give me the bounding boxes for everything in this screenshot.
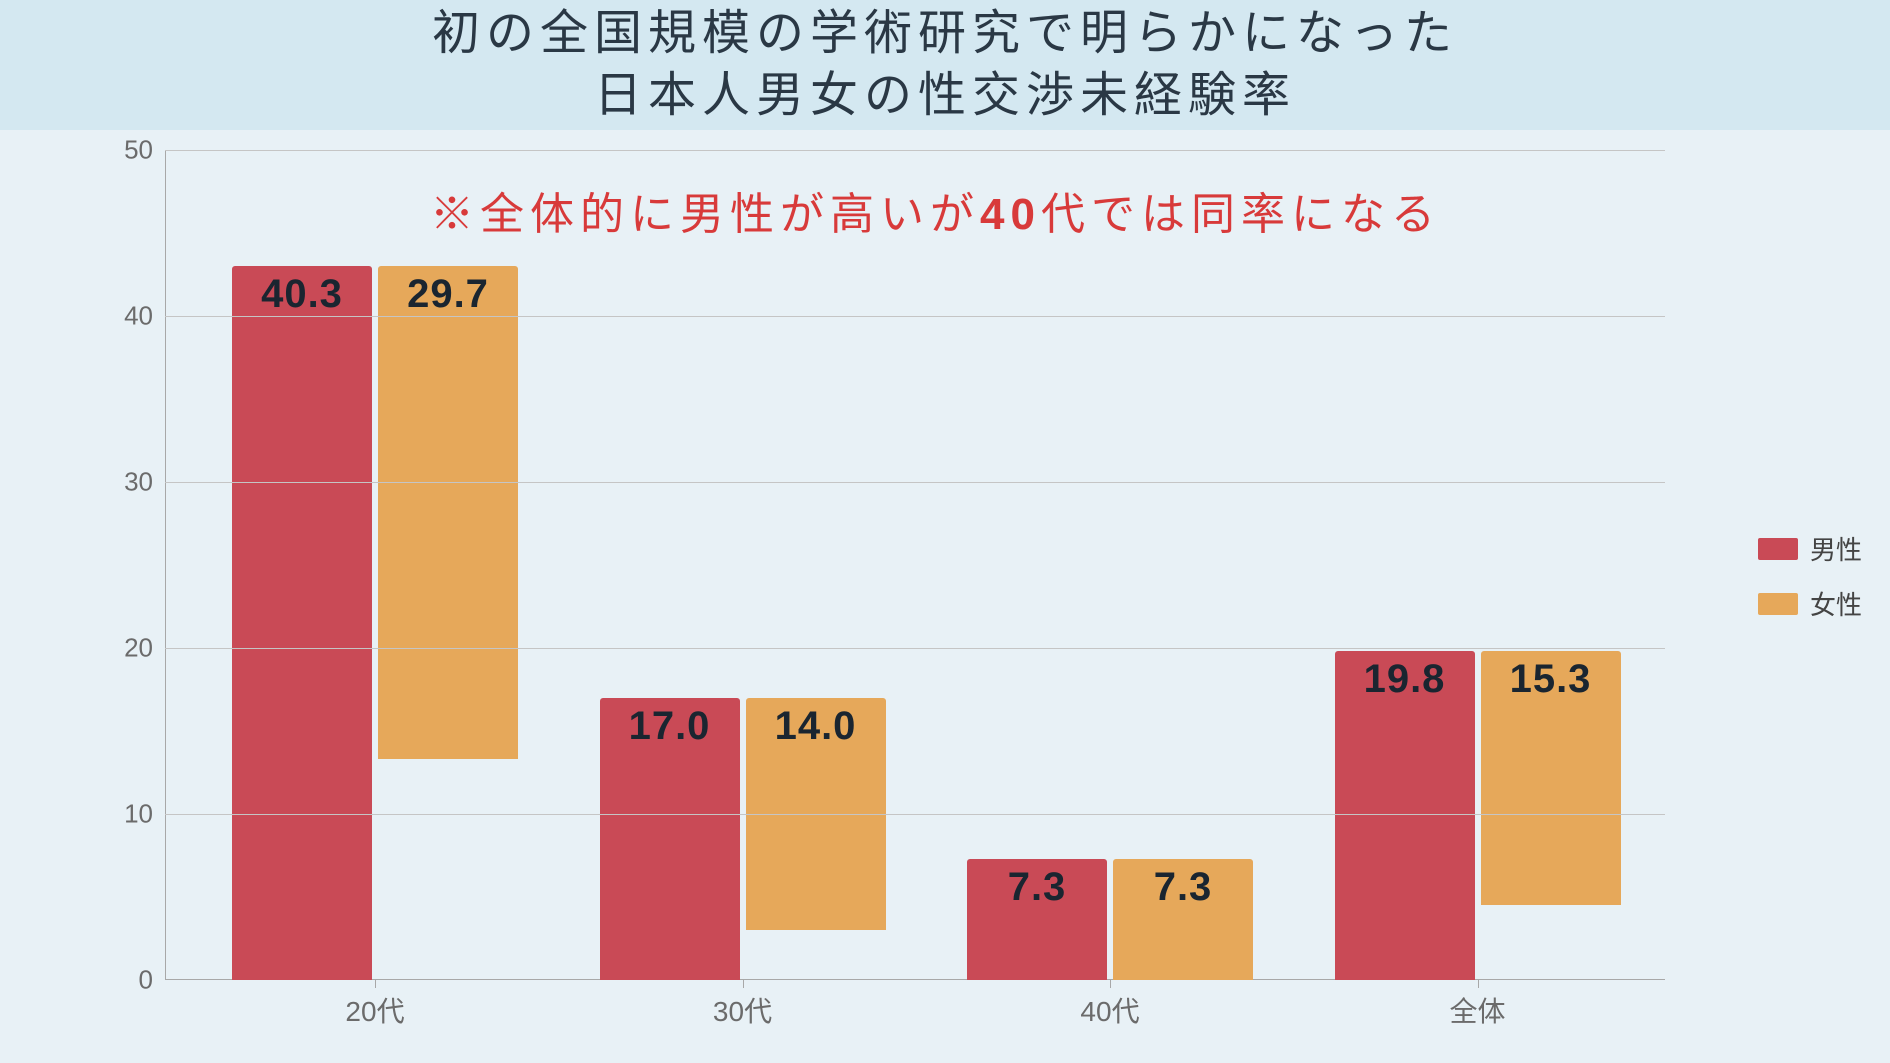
bar-value-label: 7.3	[1154, 865, 1213, 910]
x-axis-label: 30代	[713, 990, 772, 1030]
legend-label: 女性	[1810, 585, 1862, 622]
bar: 19.8	[1335, 651, 1475, 980]
bar-group: 7.3 7.3	[967, 859, 1253, 980]
legend-label: 男性	[1810, 530, 1862, 567]
bar: 29.7	[378, 266, 518, 759]
title-line-1: 初の全国規模の学術研究で明らかになった	[432, 7, 1458, 60]
bar: 17.0	[600, 698, 740, 980]
y-tick-label: 30	[124, 467, 153, 498]
x-tick	[1478, 980, 1479, 988]
bar-value-label: 7.3	[1008, 865, 1067, 910]
x-tick	[375, 980, 376, 988]
y-axis: 01020304050	[105, 150, 165, 980]
grid-line	[165, 482, 1665, 483]
y-tick-label: 0	[139, 965, 153, 996]
legend-item: 女性	[1758, 585, 1862, 622]
bar: 40.3	[232, 266, 372, 980]
y-tick-label: 10	[124, 799, 153, 830]
legend-swatch	[1758, 538, 1798, 560]
chart-title: 初の全国規模の学術研究で明らかになった 日本人男女の性交渉未経験率	[432, 3, 1458, 128]
grid-line	[165, 150, 1665, 151]
bar-value-label: 19.8	[1364, 657, 1446, 702]
x-axis-label: 全体	[1449, 990, 1505, 1030]
bars-container: 40.3 29.7 17.0 14.0 7.3 7.3 19.8 15.3	[165, 150, 1665, 980]
plot-region: 01020304050 40.329.717.014.07.37.319.815…	[105, 150, 1665, 980]
legend-swatch	[1758, 593, 1798, 615]
bar-value-label: 40.3	[261, 272, 343, 317]
bar-value-label: 17.0	[629, 704, 711, 749]
bar-value-label: 15.3	[1510, 657, 1592, 702]
grid-line	[165, 814, 1665, 815]
x-axis-label: 40代	[1080, 990, 1139, 1030]
bar-group: 19.8 15.3	[1335, 651, 1621, 980]
y-tick-label: 50	[124, 135, 153, 166]
title-line-2: 日本人男女の性交渉未経験率	[594, 69, 1296, 122]
legend-item: 男性	[1758, 530, 1862, 567]
chart-area: ※全体的に男性が高いが40代では同率になる 01020304050 40.329…	[0, 130, 1890, 1063]
grid-line	[165, 316, 1665, 317]
bar-group: 40.3 29.7	[232, 266, 518, 980]
bar-value-label: 29.7	[407, 272, 489, 317]
bar: 7.3	[1113, 859, 1253, 980]
y-tick-label: 40	[124, 301, 153, 332]
grid-line	[165, 648, 1665, 649]
bar: 15.3	[1481, 651, 1621, 905]
x-tick	[1110, 980, 1111, 988]
title-banner: 初の全国規模の学術研究で明らかになった 日本人男女の性交渉未経験率	[0, 0, 1890, 130]
legend: 男性女性	[1758, 530, 1862, 622]
x-tick	[743, 980, 744, 988]
bar-value-label: 14.0	[775, 704, 857, 749]
bar: 7.3	[967, 859, 1107, 980]
y-tick-label: 20	[124, 633, 153, 664]
x-axis-label: 20代	[345, 990, 404, 1030]
bar-group: 17.0 14.0	[600, 698, 886, 980]
